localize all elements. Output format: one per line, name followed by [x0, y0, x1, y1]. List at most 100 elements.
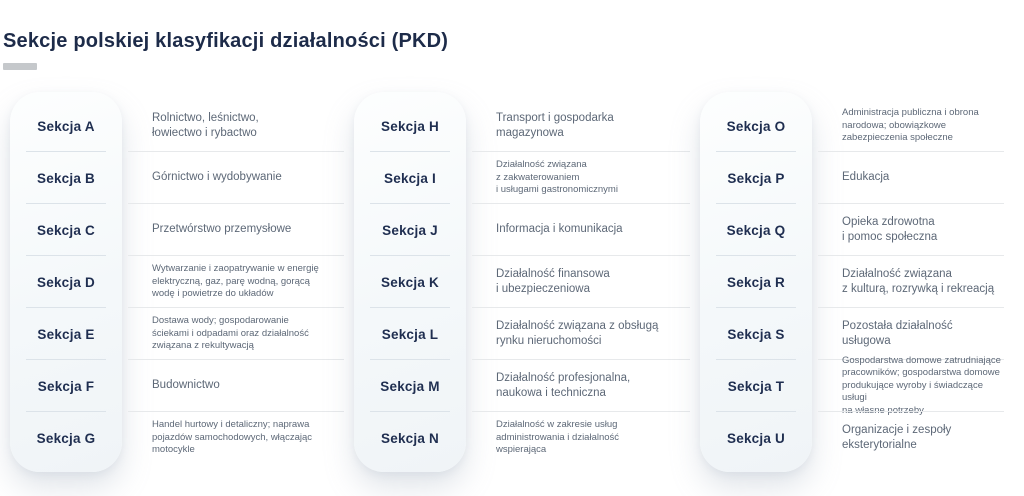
- section-description-cell: Wytwarzanie i zaopatrywanie w energię el…: [128, 256, 344, 308]
- section-description-cell: Górnictwo i wydobywanie: [128, 152, 344, 204]
- section-pill-card: [10, 92, 122, 472]
- header: Sekcje polskiej klasyfikacji działalnośc…: [3, 30, 448, 70]
- section-description-cell: Działalność związana z obsługą rynku nie…: [472, 308, 690, 360]
- section-row: Sekcja D Wytwarzanie i zaopatrywanie w en…: [10, 256, 354, 308]
- section-label: Sekcja G: [36, 430, 96, 446]
- section-description: Przetwórstwo przemysłowe: [152, 223, 292, 236]
- section-row: Sekcja I Działalność związana z zakwatero…: [354, 152, 700, 204]
- section-description-cell: Transport i gospodarka magazynowa: [472, 100, 690, 152]
- section-row: Sekcja Q Opieka zdrowotna i pomoc społecz…: [700, 204, 1014, 256]
- section-description-cell: Opieka zdrowotna i pomoc społeczna: [818, 204, 1004, 256]
- section-label: Sekcja I: [384, 170, 436, 186]
- page-title: Sekcje polskiej klasyfikacji działalnośc…: [3, 30, 449, 52]
- section-row: Sekcja K Działalność finansowa i ubezpiec…: [354, 256, 700, 308]
- section-description: Działalność związana z obsługą rynku nie…: [496, 319, 659, 347]
- section-description: Gospodarstwa domowe zatrudniające pracow…: [842, 355, 1001, 416]
- section-label-cell: Sekcja K: [354, 256, 466, 308]
- section-label-cell: Sekcja G: [10, 412, 122, 464]
- section-description: Rolnictwo, leśnictwo, łowiectwo i rybact…: [152, 111, 259, 139]
- section-label: Sekcja Q: [726, 222, 786, 238]
- section-row: Sekcja R Działalność związana z kulturą, …: [700, 256, 1014, 308]
- section-description-cell: Organizacje i zespoły eksterytorialne: [818, 412, 1004, 464]
- section-description-cell: Informacja i komunikacja: [472, 204, 690, 256]
- section-rows: Sekcja A Rolnictwo, leśnictwo, łowiectwo …: [10, 92, 354, 472]
- section-label: Sekcja D: [37, 274, 95, 290]
- title-dash: [3, 63, 37, 70]
- section-label-cell: Sekcja N: [354, 412, 466, 464]
- section-row: Sekcja E Dostawa wody; gospodarowanie ści…: [10, 308, 354, 360]
- section-label: Sekcja F: [37, 378, 95, 394]
- section-label-cell: Sekcja U: [700, 412, 812, 464]
- section-label-cell: Sekcja L: [354, 308, 466, 360]
- section-row: Sekcja G Handel hurtowy i detaliczny; nap…: [10, 412, 354, 464]
- section-label: Sekcja O: [726, 118, 786, 134]
- section-description: Wytwarzanie i zaopatrywanie w energię el…: [152, 263, 319, 300]
- section-row: Sekcja M Działalność profesjonalna, nauko…: [354, 360, 700, 412]
- section-description: Działalność finansowa i ubezpieczeniowa: [496, 267, 610, 295]
- section-label-cell: Sekcja I: [354, 152, 466, 204]
- section-label-cell: Sekcja J: [354, 204, 466, 256]
- section-label-cell: Sekcja T: [700, 360, 812, 412]
- section-description-cell: Rolnictwo, leśnictwo, łowiectwo i rybact…: [128, 100, 344, 152]
- section-label-cell: Sekcja H: [354, 100, 466, 152]
- section-label-cell: Sekcja F: [10, 360, 122, 412]
- section-description: Administracja publiczna i obrona narodow…: [842, 107, 979, 144]
- section-label-cell: Sekcja S: [700, 308, 812, 360]
- section-label-cell: Sekcja D: [10, 256, 122, 308]
- section-columns: Sekcja A Rolnictwo, leśnictwo, łowiectwo …: [10, 92, 1014, 472]
- section-label: Sekcja S: [727, 326, 785, 342]
- section-description: Działalność w zakresie usług administrow…: [496, 419, 620, 456]
- section-description: Opieka zdrowotna i pomoc społeczna: [842, 215, 938, 243]
- section-description-cell: Handel hurtowy i detaliczny; naprawa poj…: [128, 412, 344, 464]
- section-row: Sekcja P Edukacja: [700, 152, 1014, 204]
- section-row: Sekcja C Przetwórstwo przemysłowe: [10, 204, 354, 256]
- section-description: Pozostała działalność usługowa: [842, 319, 953, 347]
- section-row: Sekcja U Organizacje i zespoły eksterytor…: [700, 412, 1014, 464]
- section-row: Sekcja F Budownictwo: [10, 360, 354, 412]
- section-description: Dostawa wody; gospodarowanie ściekami i …: [152, 315, 309, 352]
- section-description-cell: Dostawa wody; gospodarowanie ściekami i …: [128, 308, 344, 360]
- section-description-cell: Działalność finansowa i ubezpieczeniowa: [472, 256, 690, 308]
- section-label: Sekcja R: [727, 274, 785, 290]
- section-row: Sekcja T Gospodarstwa domowe zatrudniając…: [700, 355, 1014, 416]
- section-label-cell: Sekcja E: [10, 308, 122, 360]
- section-description: Budownictwo: [152, 379, 220, 392]
- section-row: Sekcja A Rolnictwo, leśnictwo, łowiectwo …: [10, 100, 354, 152]
- section-label: Sekcja T: [727, 378, 785, 394]
- section-description-cell: Przetwórstwo przemysłowe: [128, 204, 344, 256]
- section-label: Sekcja K: [381, 274, 439, 290]
- section-description-cell: Pozostała działalność usługowa: [818, 308, 1004, 360]
- section-description: Organizacje i zespoły eksterytorialne: [842, 423, 952, 451]
- section-description-cell: Gospodarstwa domowe zatrudniające pracow…: [818, 355, 1004, 416]
- section-label-cell: Sekcja R: [700, 256, 812, 308]
- section-label: Sekcja P: [727, 170, 785, 186]
- section-label: Sekcja B: [37, 170, 95, 186]
- section-label-cell: Sekcja Q: [700, 204, 812, 256]
- section-description: Górnictwo i wydobywanie: [152, 171, 282, 184]
- section-description-cell: Edukacja: [818, 152, 1004, 204]
- section-row: Sekcja O Administracja publiczna i obrona…: [700, 100, 1014, 152]
- section-label-cell: Sekcja C: [10, 204, 122, 256]
- section-description: Handel hurtowy i detaliczny; naprawa poj…: [152, 419, 312, 456]
- section-rows: Sekcja O Administracja publiczna i obrona…: [700, 92, 1014, 472]
- section-label: Sekcja H: [381, 118, 439, 134]
- section-label-cell: Sekcja M: [354, 360, 466, 412]
- section-label: Sekcja L: [381, 326, 439, 342]
- section-label-cell: Sekcja P: [700, 152, 812, 204]
- section-description: Edukacja: [842, 171, 890, 184]
- section-description-cell: Działalność w zakresie usług administrow…: [472, 412, 690, 464]
- section-column: Sekcja H Transport i gospodarka magazynow…: [354, 92, 700, 472]
- section-row: Sekcja N Działalność w zakresie usług adm…: [354, 412, 700, 464]
- section-description: Transport i gospodarka magazynowa: [496, 111, 614, 139]
- section-row: Sekcja J Informacja i komunikacja: [354, 204, 700, 256]
- section-label: Sekcja E: [37, 326, 95, 342]
- section-description-cell: Administracja publiczna i obrona narodow…: [818, 100, 1004, 152]
- section-row: Sekcja B Górnictwo i wydobywanie: [10, 152, 354, 204]
- section-rows: Sekcja H Transport i gospodarka magazynow…: [354, 92, 700, 472]
- section-row: Sekcja S Pozostała działalność usługowa: [700, 308, 1014, 360]
- section-description-cell: Działalność związana z kulturą, rozrywką…: [818, 256, 1004, 308]
- section-column: Sekcja A Rolnictwo, leśnictwo, łowiectwo …: [10, 92, 354, 472]
- section-row: Sekcja L Działalność związana z obsługą r…: [354, 308, 700, 360]
- section-column: Sekcja O Administracja publiczna i obrona…: [700, 92, 1014, 472]
